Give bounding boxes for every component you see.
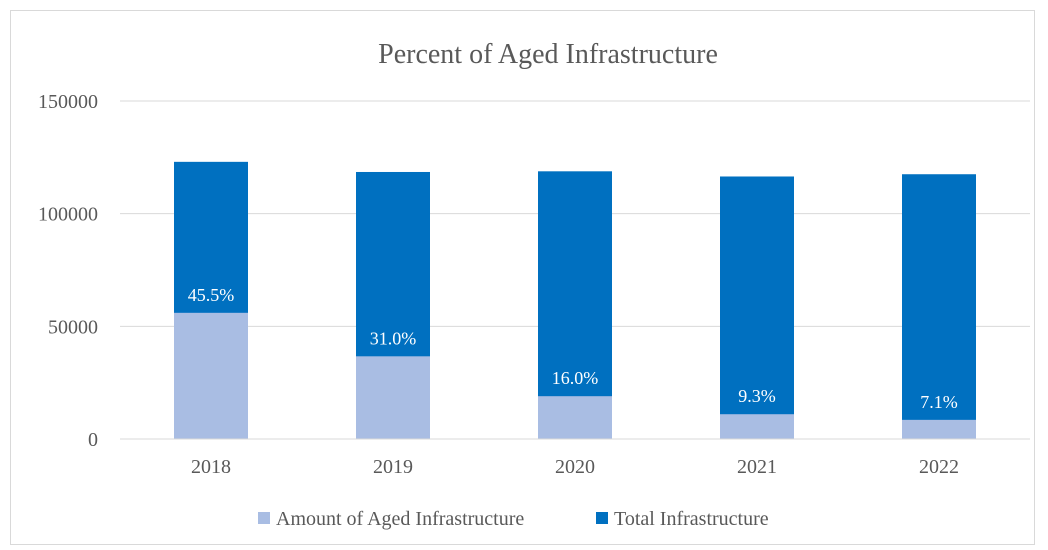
bar-aged-infrastructure — [174, 312, 248, 439]
data-label: 45.5% — [188, 285, 235, 305]
legend-label: Amount of Aged Infrastructure — [276, 508, 524, 530]
bar-total-infrastructure — [902, 174, 976, 439]
y-axis: 0 50000 100000 150000 — [38, 91, 98, 451]
x-tick-label: 2018 — [191, 456, 231, 478]
data-label: 9.3% — [738, 386, 776, 406]
legend-swatch — [258, 512, 270, 524]
y-tick-label: 0 — [88, 429, 98, 451]
y-tick-label: 150000 — [38, 91, 98, 113]
data-label: 16.0% — [552, 368, 599, 388]
bars — [174, 161, 976, 440]
bar-total-infrastructure — [720, 176, 794, 439]
x-tick-label: 2021 — [737, 456, 777, 478]
x-axis: 2018 2019 2020 2021 2022 — [120, 438, 1030, 478]
legend-label: Total Infrastructure — [614, 508, 769, 530]
data-label: 31.0% — [370, 328, 417, 348]
bar-total-infrastructure — [538, 171, 612, 439]
legend-swatch — [596, 512, 608, 524]
bar-aged-infrastructure — [720, 414, 794, 439]
x-tick-label: 2022 — [919, 456, 959, 478]
x-tick-label: 2019 — [373, 456, 413, 478]
bar-aged-infrastructure — [538, 396, 612, 439]
y-tick-label: 100000 — [38, 204, 98, 226]
bar-aged-infrastructure — [356, 356, 430, 439]
data-labels: 45.5% 31.0% 16.0% 9.3% 7.1% — [188, 285, 958, 412]
y-tick-label: 50000 — [48, 316, 98, 338]
x-tick-label: 2020 — [555, 456, 595, 478]
bar-aged-infrastructure — [902, 419, 976, 439]
chart-title: Percent of Aged Infrastructure — [378, 39, 718, 70]
legend: Amount of Aged Infrastructure Total Infra… — [258, 508, 769, 530]
data-label: 7.1% — [920, 392, 958, 412]
